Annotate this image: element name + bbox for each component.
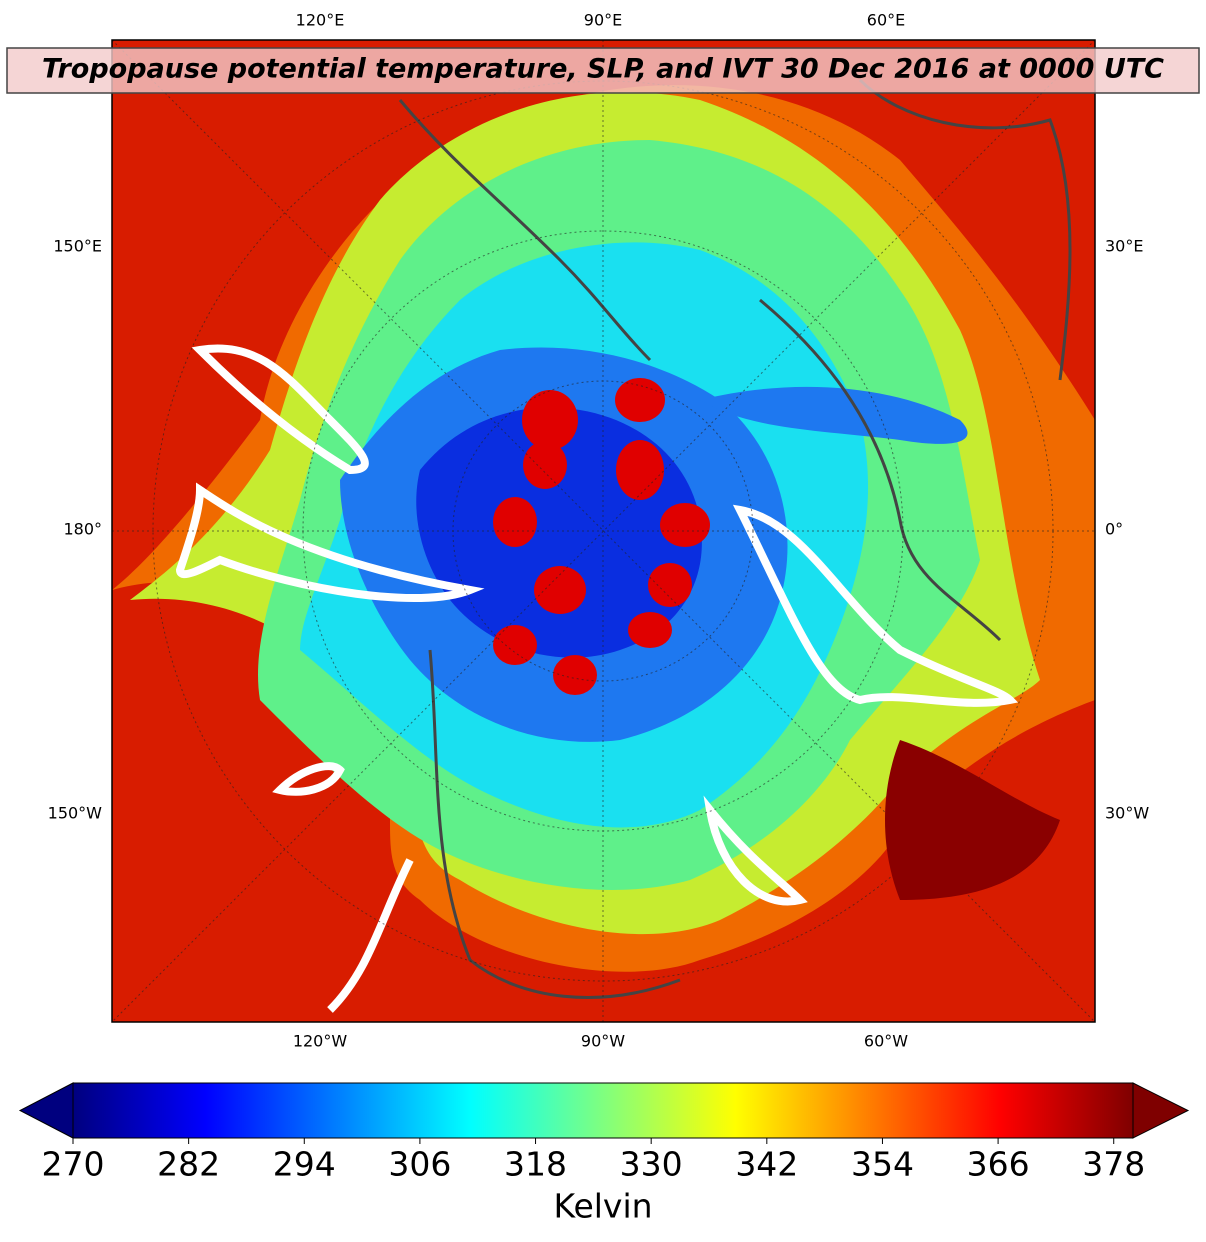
colorbar-tick-label: 318	[504, 1145, 567, 1184]
colorbar-extend-low	[18, 1082, 74, 1139]
lon-label: 30°W	[1105, 804, 1149, 823]
colorbar-tick-label: 306	[388, 1145, 451, 1184]
lon-label: 60°E	[867, 11, 905, 30]
lon-label: 150°E	[53, 237, 102, 256]
lon-label: 120°W	[293, 1032, 348, 1051]
colorbar-tick-label: 366	[967, 1145, 1030, 1184]
colorbar-tick-label: 354	[851, 1145, 914, 1184]
colorbar-tick-label: 342	[735, 1145, 798, 1184]
lon-label: 150°W	[48, 804, 103, 823]
colorbar-tick-label: 294	[273, 1145, 336, 1184]
lon-label: 0°	[1105, 520, 1123, 539]
lon-label: 60°W	[864, 1032, 908, 1051]
title: Tropopause potential temperature, SLP, a…	[42, 54, 1164, 85]
colorbar-label: Kelvin	[553, 1187, 652, 1226]
colorbar-tick-label: 282	[157, 1145, 220, 1184]
colorbar-extend-high	[1132, 1082, 1190, 1139]
lon-label: 90°E	[584, 11, 622, 30]
colorbar-tick-label: 270	[42, 1145, 105, 1184]
colorbar	[72, 1082, 1134, 1139]
lon-label: 120°E	[296, 11, 345, 30]
lon-label: 90°W	[581, 1032, 625, 1051]
title-box	[6, 47, 1200, 94]
colorbar-tick-label: 378	[1082, 1145, 1145, 1184]
colorbar-tick-label: 330	[620, 1145, 683, 1184]
map	[112, 40, 1095, 1022]
map-frame	[111, 39, 1096, 1023]
lon-label: 30°E	[1105, 237, 1143, 256]
lon-label: 180°	[63, 520, 102, 539]
